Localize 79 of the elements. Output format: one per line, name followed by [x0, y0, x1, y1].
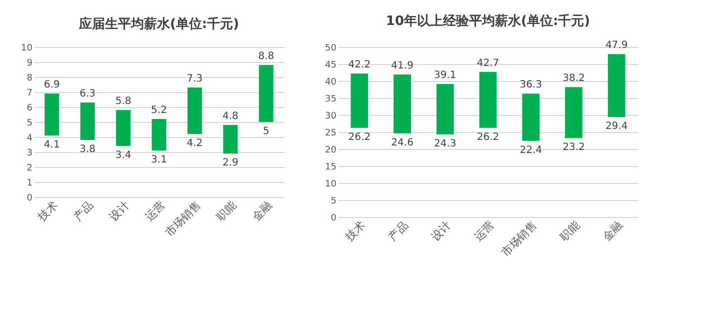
annotation: 6.9 — [44, 80, 60, 90]
y-tick-label: 50 — [325, 44, 337, 54]
bar — [258, 65, 274, 122]
annotation: 23.2 — [562, 142, 585, 154]
annotation: 4.1 — [44, 140, 60, 150]
bar — [522, 94, 540, 141]
chart-title: 应届生平均薪水(单位:千元) — [78, 16, 240, 32]
bar — [187, 88, 202, 134]
x-tick-label: 设计 — [107, 198, 132, 224]
bar — [350, 74, 368, 128]
annotation: 3.4 — [115, 150, 132, 161]
annotation: 5 — [262, 126, 270, 137]
y-tick-label: 0 — [330, 214, 337, 224]
annotation: 4.8 — [222, 111, 238, 122]
x-tick-label: 设计 — [428, 218, 454, 244]
y-tick-label: 2 — [26, 164, 32, 174]
x-tick-label: 职能 — [214, 198, 239, 224]
annotation: 41.9 — [391, 60, 414, 72]
x-tick-label: 运营 — [142, 198, 168, 224]
x-tick-label: 市场销售 — [499, 218, 540, 260]
chart-title: 10年以上经验平均薪水(单位:千元) — [386, 13, 590, 30]
y-tick-label: 3 — [26, 148, 32, 158]
bar — [44, 94, 60, 136]
y-tick-label: 1 — [26, 178, 32, 188]
y-tick-label: 6 — [26, 104, 33, 114]
y-tick-label: 9 — [26, 58, 33, 68]
bar — [152, 119, 166, 150]
annotation: 26.2 — [348, 132, 371, 143]
y-tick-label: 25 — [325, 128, 336, 138]
annotation: 47.9 — [605, 40, 628, 52]
annotation: 38.2 — [562, 73, 585, 84]
x-tick-label: 职能 — [557, 218, 582, 244]
bar — [394, 74, 411, 134]
bar — [223, 125, 238, 154]
y-tick-label: 5 — [26, 118, 32, 128]
y-tick-label: 10 — [325, 180, 337, 190]
x-tick-label: 产品 — [386, 218, 411, 244]
x-tick-label: 技术 — [34, 198, 60, 224]
annotation: 36.3 — [520, 80, 542, 91]
x-tick-label: 金融 — [600, 218, 626, 244]
annotation: 39.1 — [434, 70, 456, 82]
y-tick-label: 20 — [325, 146, 337, 156]
x-tick-label: 金融 — [250, 198, 275, 224]
y-tick-label: 30 — [325, 112, 337, 122]
bar — [116, 110, 131, 146]
bar — [80, 102, 95, 140]
annotation: 24.6 — [391, 137, 414, 148]
y-tick-label: 0 — [26, 194, 33, 204]
y-tick-label: 7 — [26, 88, 32, 98]
x-tick-label: 产品 — [71, 198, 96, 224]
bar — [565, 87, 582, 138]
annotation: 8.8 — [258, 51, 274, 62]
x-tick-label: 技术 — [342, 218, 368, 244]
y-tick-label: 45 — [325, 60, 336, 70]
annotation: 26.2 — [476, 132, 500, 143]
y-tick-label: 4 — [26, 134, 33, 144]
annotation: 29.4 — [605, 121, 628, 132]
annotation: 22.4 — [520, 144, 542, 156]
bar — [479, 72, 497, 128]
annotation: 42.2 — [348, 60, 371, 71]
y-tick-label: 5 — [330, 196, 336, 206]
annotation: 3.1 — [151, 154, 167, 166]
y-tick-label: 40 — [325, 78, 337, 88]
y-tick-label: 10 — [21, 44, 33, 54]
y-tick-label: 15 — [325, 162, 336, 172]
annotation: 42.7 — [476, 58, 500, 69]
y-tick-label: 35 — [325, 94, 336, 104]
annotation: 5.2 — [151, 105, 167, 116]
annotation: 2.9 — [222, 158, 238, 168]
bar — [436, 84, 454, 134]
x-tick-label: 运营 — [472, 218, 496, 244]
annotation: 6.3 — [80, 88, 96, 100]
annotation: 5.8 — [115, 96, 132, 107]
annotation: 7.3 — [186, 74, 203, 84]
y-tick-label: 8 — [26, 74, 33, 84]
annotation: 4.2 — [186, 138, 203, 149]
annotation: 24.3 — [434, 138, 456, 150]
annotation: 3.8 — [80, 144, 96, 155]
bar — [608, 54, 626, 118]
